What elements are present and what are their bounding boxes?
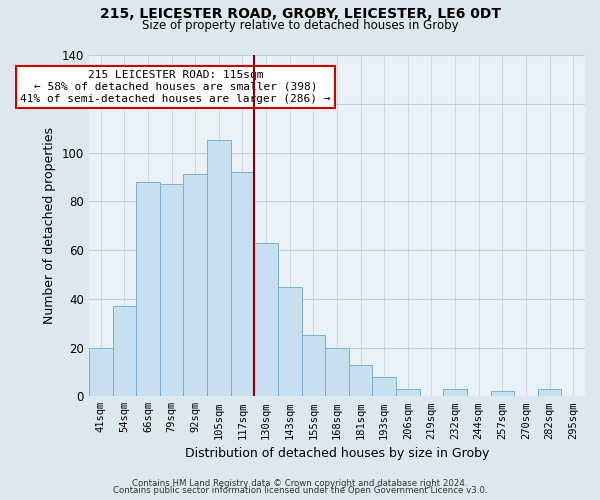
- Y-axis label: Number of detached properties: Number of detached properties: [43, 127, 56, 324]
- Bar: [254, 242, 278, 396]
- Text: 215 LEICESTER ROAD: 115sqm
← 58% of detached houses are smaller (398)
41% of sem: 215 LEICESTER ROAD: 115sqm ← 58% of deta…: [20, 70, 331, 104]
- Bar: [136, 182, 160, 396]
- Bar: [113, 306, 136, 396]
- Bar: [491, 392, 514, 396]
- Bar: [443, 389, 467, 396]
- Bar: [184, 174, 207, 396]
- Bar: [230, 172, 254, 396]
- Bar: [278, 286, 302, 397]
- Bar: [89, 348, 113, 397]
- Bar: [207, 140, 230, 396]
- Bar: [160, 184, 184, 396]
- Bar: [325, 348, 349, 397]
- Bar: [302, 336, 325, 396]
- Bar: [538, 389, 562, 396]
- Bar: [349, 364, 373, 396]
- Text: Size of property relative to detached houses in Groby: Size of property relative to detached ho…: [142, 19, 458, 32]
- Bar: [396, 389, 419, 396]
- Text: Contains HM Land Registry data © Crown copyright and database right 2024.: Contains HM Land Registry data © Crown c…: [132, 478, 468, 488]
- X-axis label: Distribution of detached houses by size in Groby: Distribution of detached houses by size …: [185, 447, 489, 460]
- Text: Contains public sector information licensed under the Open Government Licence v3: Contains public sector information licen…: [113, 486, 487, 495]
- Bar: [373, 377, 396, 396]
- Text: 215, LEICESTER ROAD, GROBY, LEICESTER, LE6 0DT: 215, LEICESTER ROAD, GROBY, LEICESTER, L…: [100, 8, 500, 22]
